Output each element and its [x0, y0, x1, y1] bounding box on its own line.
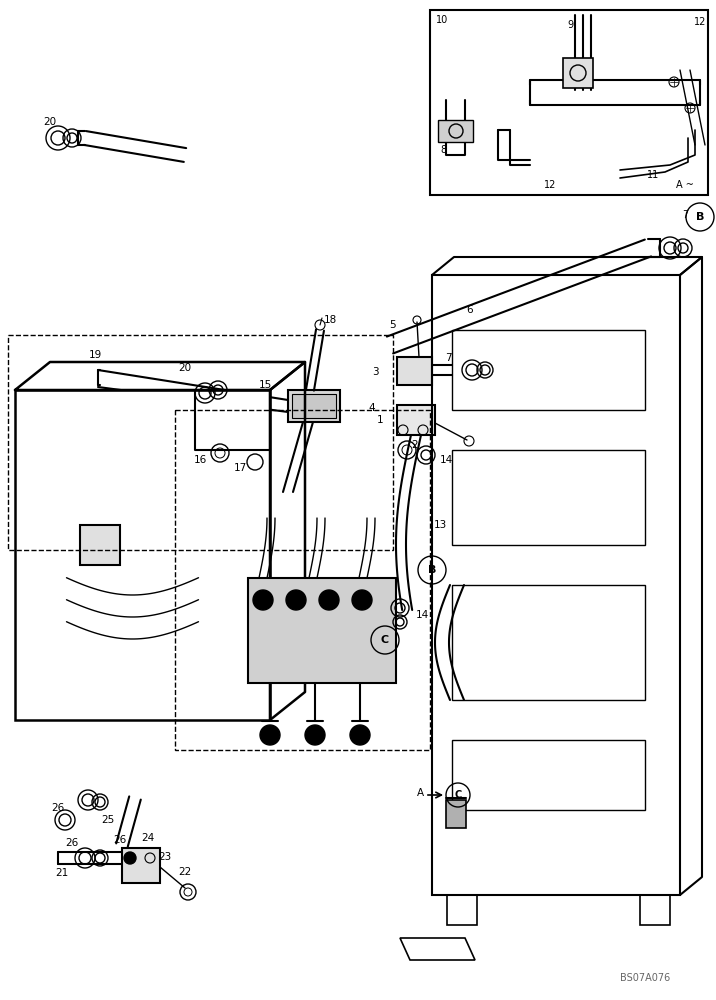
Text: 24: 24: [141, 833, 155, 843]
Text: 21: 21: [55, 868, 69, 878]
Text: C: C: [381, 635, 389, 645]
Text: 20: 20: [178, 363, 192, 373]
Text: 14: 14: [440, 455, 453, 465]
Text: A: A: [417, 788, 424, 798]
Text: 11: 11: [647, 170, 659, 180]
Text: 7: 7: [445, 353, 451, 363]
Text: C: C: [455, 790, 462, 800]
Bar: [15, 390, 270, 720]
Bar: [397, 357, 432, 385]
Text: 12: 12: [544, 180, 556, 190]
Bar: [397, 405, 435, 435]
Text: 13: 13: [433, 520, 447, 530]
Text: 15: 15: [258, 380, 271, 390]
Text: BS07A076: BS07A076: [620, 973, 670, 983]
Text: 23: 23: [158, 852, 172, 862]
Bar: [432, 275, 680, 895]
Text: 26: 26: [52, 803, 64, 813]
Text: 8: 8: [440, 145, 446, 155]
Text: 2: 2: [412, 440, 418, 450]
Text: 7: 7: [682, 210, 688, 220]
Text: B: B: [696, 212, 705, 222]
Text: 5: 5: [389, 320, 395, 330]
Bar: [122, 848, 160, 883]
Bar: [292, 394, 336, 418]
Text: 22: 22: [178, 867, 192, 877]
Circle shape: [305, 725, 325, 745]
Bar: [446, 800, 466, 828]
Text: 18: 18: [324, 315, 337, 325]
Circle shape: [319, 590, 339, 610]
Text: 25: 25: [102, 815, 115, 825]
Text: 17: 17: [233, 463, 246, 473]
Bar: [430, 10, 708, 195]
Text: 4: 4: [369, 403, 375, 413]
Bar: [452, 740, 645, 810]
Bar: [8, 335, 393, 550]
Text: 9: 9: [567, 20, 573, 30]
Circle shape: [253, 590, 273, 610]
Text: 16: 16: [193, 455, 207, 465]
Bar: [640, 895, 670, 925]
Circle shape: [260, 725, 280, 745]
Bar: [452, 585, 645, 700]
Text: 3: 3: [372, 367, 378, 377]
Circle shape: [124, 852, 136, 864]
Circle shape: [352, 590, 372, 610]
Bar: [447, 895, 477, 925]
Text: 1: 1: [377, 415, 383, 425]
Bar: [248, 578, 396, 683]
Bar: [175, 410, 430, 750]
Text: 26: 26: [113, 835, 127, 845]
Text: 20: 20: [44, 117, 57, 127]
Text: 12: 12: [694, 17, 706, 27]
Circle shape: [350, 725, 370, 745]
Text: B: B: [428, 565, 436, 575]
Text: A ~: A ~: [676, 180, 694, 190]
Text: 26: 26: [65, 838, 79, 848]
Bar: [563, 58, 593, 88]
Bar: [80, 525, 120, 565]
Bar: [288, 390, 340, 422]
Bar: [438, 120, 473, 142]
Text: 19: 19: [88, 350, 102, 360]
Polygon shape: [270, 362, 305, 720]
Bar: [452, 450, 645, 545]
Bar: [452, 330, 645, 410]
Circle shape: [286, 590, 306, 610]
Text: 14: 14: [415, 610, 429, 620]
Text: 6: 6: [467, 305, 473, 315]
Text: 10: 10: [436, 15, 448, 25]
Polygon shape: [15, 362, 305, 390]
